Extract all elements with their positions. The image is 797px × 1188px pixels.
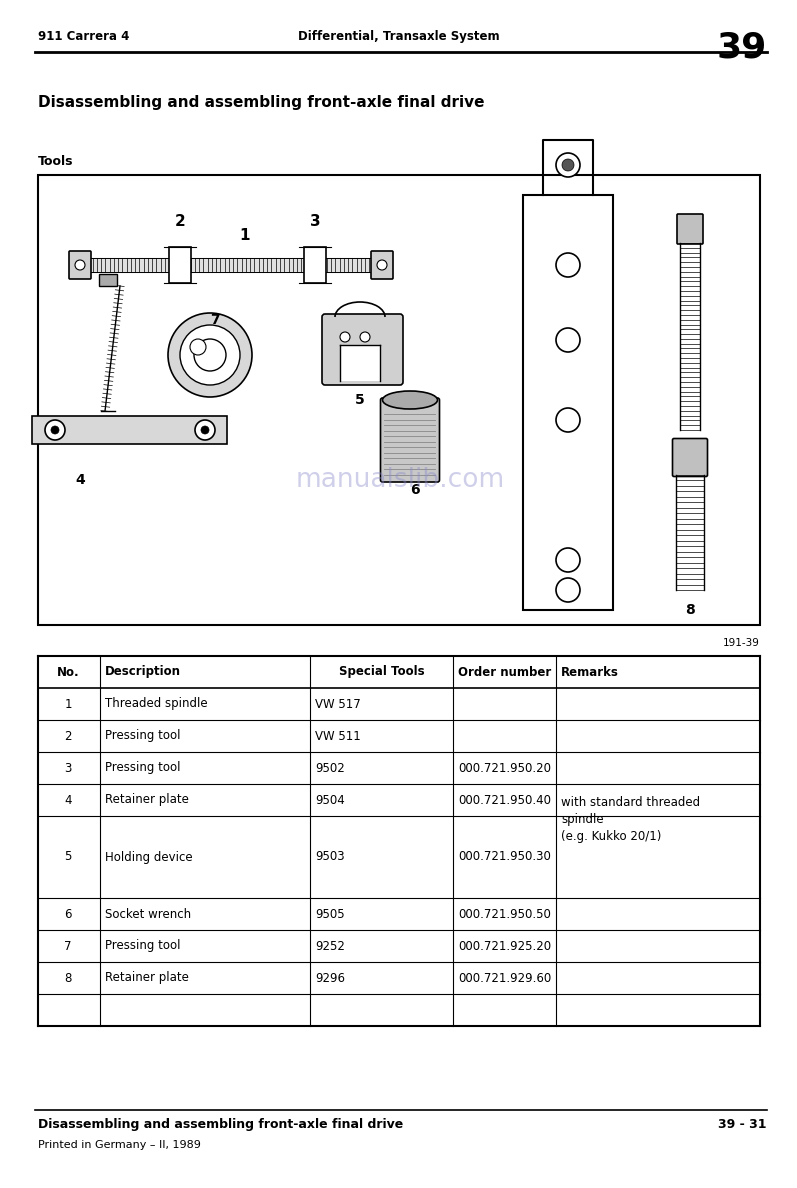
FancyBboxPatch shape: [371, 251, 393, 279]
Text: 9503: 9503: [315, 851, 344, 864]
Text: 39 - 31: 39 - 31: [719, 1118, 767, 1131]
Text: Retainer plate: Retainer plate: [105, 972, 189, 985]
Text: 7: 7: [65, 940, 72, 953]
Bar: [33, 416, 227, 444]
Bar: [523, 195, 613, 609]
Text: 5: 5: [355, 393, 365, 407]
FancyBboxPatch shape: [380, 398, 439, 482]
Text: Pressing tool: Pressing tool: [105, 729, 180, 742]
Circle shape: [340, 331, 350, 342]
Bar: [38, 175, 760, 625]
Text: 2: 2: [175, 215, 186, 229]
FancyBboxPatch shape: [69, 251, 91, 279]
Circle shape: [195, 421, 215, 440]
Ellipse shape: [383, 391, 438, 409]
Text: 1: 1: [240, 227, 250, 242]
Bar: [304, 247, 326, 283]
Text: Disassembling and assembling front-axle final drive: Disassembling and assembling front-axle …: [38, 1118, 403, 1131]
Text: 3: 3: [65, 762, 72, 775]
Text: 5: 5: [65, 851, 72, 864]
Text: Differential, Transaxle System: Differential, Transaxle System: [298, 30, 499, 43]
Text: Tools: Tools: [38, 154, 73, 168]
Text: 8: 8: [65, 972, 72, 985]
Circle shape: [556, 407, 580, 432]
Text: Socket wrench: Socket wrench: [105, 908, 191, 921]
Text: 000.721.929.60: 000.721.929.60: [458, 972, 552, 985]
Text: VW 517: VW 517: [315, 697, 361, 710]
Text: 9504: 9504: [315, 794, 345, 807]
Text: (e.g. Kukko 20/1): (e.g. Kukko 20/1): [561, 830, 662, 843]
Circle shape: [180, 326, 240, 385]
Text: Remarks: Remarks: [561, 665, 619, 678]
Text: Disassembling and assembling front-axle final drive: Disassembling and assembling front-axle …: [38, 95, 485, 110]
Text: 4: 4: [75, 473, 84, 487]
Circle shape: [556, 328, 580, 352]
Text: 000.721.950.30: 000.721.950.30: [458, 851, 551, 864]
Circle shape: [51, 426, 59, 434]
Text: 6: 6: [410, 484, 420, 497]
Text: 000.721.950.50: 000.721.950.50: [458, 908, 551, 921]
Text: 000.721.950.20: 000.721.950.20: [458, 762, 551, 775]
Text: No.: No.: [57, 665, 80, 678]
FancyBboxPatch shape: [677, 214, 703, 244]
Text: Special Tools: Special Tools: [339, 665, 424, 678]
Text: Printed in Germany – II, 1989: Printed in Germany – II, 1989: [38, 1140, 201, 1150]
Text: Holding device: Holding device: [105, 851, 193, 864]
Text: 4: 4: [65, 794, 72, 807]
Circle shape: [377, 260, 387, 270]
FancyBboxPatch shape: [673, 438, 708, 476]
Circle shape: [75, 260, 85, 270]
Circle shape: [562, 159, 574, 171]
Text: 9252: 9252: [315, 940, 345, 953]
Bar: [99, 274, 117, 286]
Text: 3: 3: [310, 215, 320, 229]
Text: Pressing tool: Pressing tool: [105, 940, 180, 953]
Circle shape: [201, 426, 209, 434]
Text: spindle: spindle: [561, 813, 603, 826]
Circle shape: [556, 253, 580, 277]
Text: 8: 8: [685, 604, 695, 617]
Circle shape: [168, 312, 252, 397]
Circle shape: [556, 548, 580, 571]
Circle shape: [360, 331, 370, 342]
Bar: [169, 247, 191, 283]
Text: 191-39: 191-39: [723, 638, 760, 647]
Text: 7: 7: [210, 312, 220, 327]
Circle shape: [556, 153, 580, 177]
Text: 9296: 9296: [315, 972, 345, 985]
Text: 000.721.950.40: 000.721.950.40: [458, 794, 551, 807]
Text: 9502: 9502: [315, 762, 345, 775]
Circle shape: [190, 339, 206, 355]
Text: 911 Carrera 4: 911 Carrera 4: [38, 30, 129, 43]
Text: with standard threaded: with standard threaded: [561, 796, 700, 809]
Circle shape: [556, 579, 580, 602]
Text: Threaded spindle: Threaded spindle: [105, 697, 208, 710]
Text: 39: 39: [717, 30, 767, 64]
Circle shape: [45, 421, 65, 440]
Text: Order number: Order number: [457, 665, 551, 678]
Text: VW 511: VW 511: [315, 729, 361, 742]
Text: 2: 2: [65, 729, 72, 742]
Text: 9505: 9505: [315, 908, 344, 921]
Text: Description: Description: [105, 665, 181, 678]
Text: manualslib.com: manualslib.com: [296, 467, 505, 493]
Text: 6: 6: [65, 908, 72, 921]
Circle shape: [194, 339, 226, 371]
Text: Pressing tool: Pressing tool: [105, 762, 180, 775]
Text: Retainer plate: Retainer plate: [105, 794, 189, 807]
Text: 000.721.925.20: 000.721.925.20: [458, 940, 551, 953]
Text: 1: 1: [65, 697, 72, 710]
Bar: [340, 345, 380, 381]
FancyBboxPatch shape: [322, 314, 403, 385]
